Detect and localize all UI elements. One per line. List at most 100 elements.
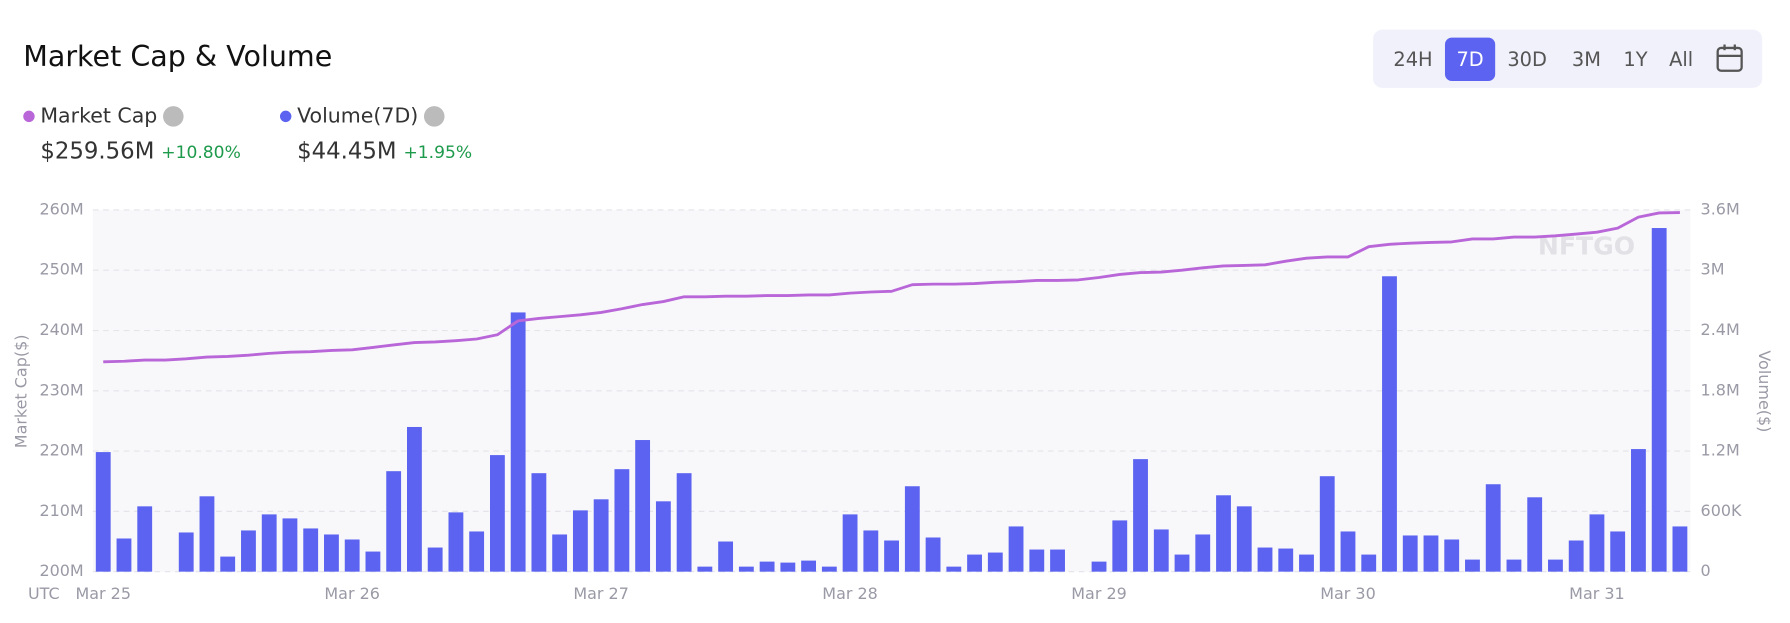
bar [324, 534, 339, 572]
bar [967, 554, 982, 572]
y2-tick-label: 0 [1701, 561, 1711, 580]
bar [1195, 534, 1211, 572]
bar [1568, 540, 1584, 572]
info-icon[interactable] [163, 106, 184, 127]
y2-tick-label: 1.2M [1701, 441, 1740, 460]
bar [1278, 548, 1294, 572]
stat-change: +10.80% [161, 143, 241, 163]
bar [884, 540, 899, 572]
bar [510, 312, 526, 572]
bar [1153, 529, 1169, 572]
bar [407, 426, 422, 572]
bar [1216, 495, 1231, 572]
range-button[interactable]: 30D [1507, 48, 1547, 71]
bar [1174, 554, 1190, 572]
bar [1319, 476, 1335, 572]
bar [697, 566, 713, 572]
y2-tick-label: 600K [1701, 501, 1742, 520]
bar [531, 473, 547, 572]
y2-tick-label: 1.8M [1701, 380, 1740, 399]
bar [904, 486, 920, 572]
stats: Market Cap $259.56M +10.80% Volume(7D) $44.4… [23, 103, 472, 164]
bar [1610, 531, 1626, 572]
bar [1361, 554, 1377, 572]
bar [1589, 514, 1605, 572]
bar [261, 514, 277, 572]
y-axis-title: Market Cap($) [12, 335, 31, 449]
y2-tick-label: 3M [1701, 260, 1725, 279]
bar [1257, 547, 1273, 572]
y-tick-label: 210M [39, 501, 83, 520]
bar [1029, 549, 1045, 572]
y2-tick-label: 2.4M [1701, 320, 1740, 339]
bar [1527, 497, 1543, 572]
bar [1112, 520, 1128, 572]
range-button[interactable]: 1Y [1623, 48, 1647, 71]
y-tick-label: 230M [39, 380, 83, 399]
x-tick-label: Mar 25 [75, 584, 131, 603]
bar [738, 566, 754, 572]
range-button[interactable]: All [1669, 48, 1693, 71]
calendar-icon[interactable] [1716, 44, 1743, 72]
info-icon[interactable] [423, 106, 445, 127]
stat-value: $44.45M [297, 138, 397, 164]
bar [863, 530, 879, 572]
x-prefix: UTC [28, 584, 60, 603]
bar [1402, 535, 1418, 572]
range-button[interactable]: 24H [1393, 48, 1432, 71]
bar [676, 473, 692, 572]
bar [344, 539, 360, 572]
bar [1485, 484, 1501, 572]
bar [1340, 531, 1356, 572]
bar [1548, 559, 1563, 572]
bar [1382, 276, 1397, 572]
bar [925, 537, 941, 572]
bar [801, 560, 817, 572]
x-tick-label: Mar 27 [573, 584, 629, 603]
stat-change: +1.95% [403, 143, 472, 163]
range-button[interactable]: 3M [1572, 48, 1601, 71]
bar [1236, 506, 1252, 572]
bar [1672, 526, 1688, 572]
bar [241, 530, 256, 572]
y-tick-label: 250M [39, 260, 83, 279]
y2-tick-label: 3.6M [1701, 199, 1740, 218]
bar [386, 471, 402, 572]
bar [1008, 526, 1024, 572]
bar [842, 514, 858, 572]
bar [780, 562, 796, 572]
bar [593, 499, 609, 572]
bar [1050, 549, 1065, 572]
bar [282, 518, 298, 572]
bar [469, 531, 485, 572]
y-tick-label: 220M [39, 441, 83, 460]
y-tick-label: 200M [39, 561, 83, 580]
legend-label: Volume(7D) [297, 103, 418, 127]
bar [1133, 459, 1148, 572]
chart-title: Market Cap & Volume [23, 40, 332, 73]
legend-dot [279, 110, 292, 123]
x-tick-label: Mar 30 [1320, 584, 1376, 603]
bar [718, 541, 734, 572]
bar [614, 469, 630, 572]
bar [655, 501, 671, 572]
x-tick-label: Mar 26 [324, 584, 380, 603]
bar [1444, 539, 1460, 572]
range-button-bg [1444, 37, 1496, 82]
bar [220, 556, 236, 572]
bar [572, 510, 588, 572]
bar [552, 534, 568, 572]
plot-area [92, 209, 1691, 572]
bar [1506, 559, 1522, 572]
legend-dot [23, 110, 35, 123]
bar [1423, 535, 1439, 572]
bar [759, 561, 775, 572]
bar [987, 552, 1003, 572]
bar [116, 538, 132, 572]
x-tick-label: Mar 31 [1569, 584, 1625, 603]
bar [821, 566, 837, 572]
bar [635, 440, 651, 572]
range-button[interactable]: 7D [1456, 48, 1483, 71]
y-tick-label: 260M [39, 199, 83, 218]
